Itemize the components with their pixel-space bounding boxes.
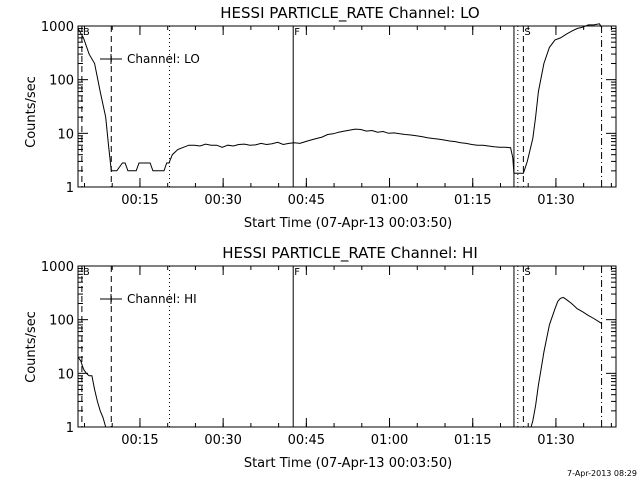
x-tick-label: 00:15 [121,433,158,448]
x-axis-label: Start Time (07-Apr-13 00:03:50) [244,456,452,471]
y-tick-label: 10 [57,127,74,142]
x-tick-label: 01:15 [454,433,491,448]
x-tick-label: 01:30 [537,193,574,208]
x-tick-label: 01:15 [454,193,491,208]
y-tick-label: 100 [49,74,74,89]
x-axis-label: Start Time (07-Apr-13 00:03:50) [244,216,452,231]
legend-text: Channel: LO [127,52,200,66]
timestamp: 7-Apr-2013 08:29 [567,469,637,478]
event-marker-label: S [524,27,530,38]
x-tick-label: 00:30 [204,433,241,448]
series-line [77,23,603,174]
chart-title: HESSI PARTICLE_RATE Channel: HI [222,244,478,263]
series-line [77,296,602,428]
y-axis-label: Counts/sec [24,76,39,148]
legend-text: Channel: HI [127,292,197,306]
y-tick-label: 1000 [41,260,74,275]
plot-frame [77,265,617,428]
x-tick-label: 00:30 [204,193,241,208]
plot-frame [77,25,617,188]
x-tick-label: 01:00 [371,193,408,208]
y-tick-label: 10 [57,367,74,382]
x-tick-label: 00:45 [288,193,325,208]
hi-channel-panel: HESSI PARTICLE_RATE Channel: HI Counts/s… [24,244,617,471]
y-tick-label: 1000 [41,20,74,35]
x-tick-label: 01:30 [537,433,574,448]
event-marker-label: F [294,27,300,38]
y-tick-label: 100 [49,314,74,329]
y-tick-label: 1 [66,421,74,436]
y-axis-label: Counts/sec [24,311,39,383]
event-marker-label: B [83,27,90,38]
event-marker-label: F [294,267,300,278]
x-tick-label: 01:00 [371,433,408,448]
chart-title: HESSI PARTICLE_RATE Channel: LO [220,4,479,23]
x-tick-label: 00:15 [121,193,158,208]
lo-channel-panel: HESSI PARTICLE_RATE Channel: LO Counts/s… [24,4,617,231]
y-tick-label: 1 [66,181,74,196]
event-marker-label: S [524,267,530,278]
event-marker-label: B [83,267,90,278]
x-tick-label: 00:45 [288,433,325,448]
